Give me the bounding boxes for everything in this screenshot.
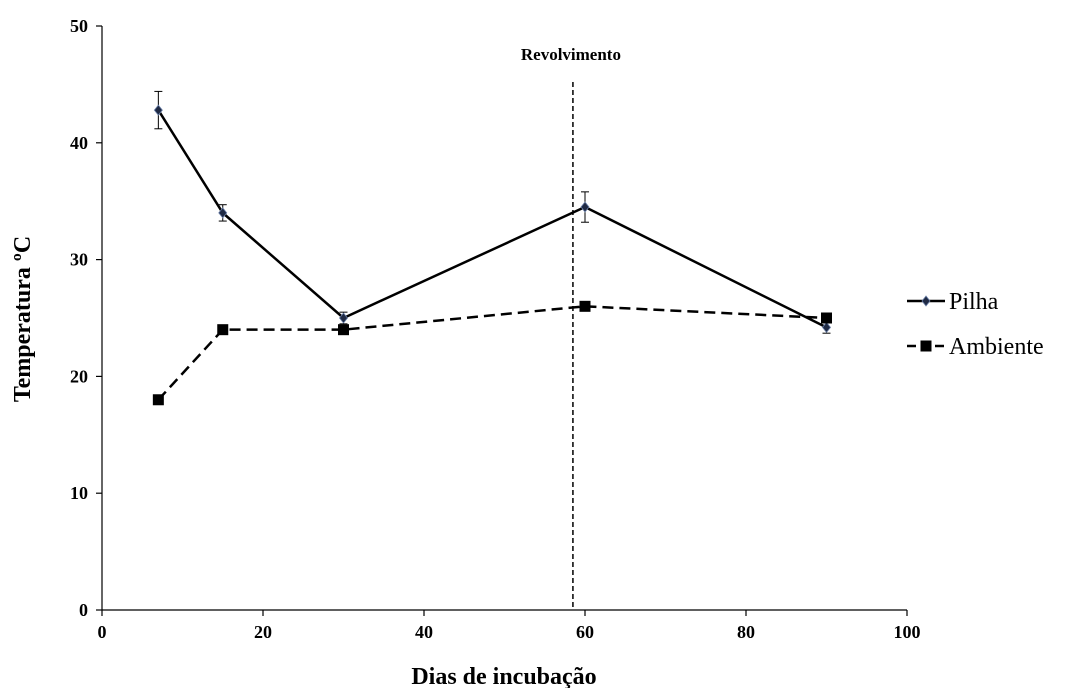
y-tick-label: 10 <box>70 483 88 503</box>
legend-marker <box>920 340 932 352</box>
series-layer <box>152 90 832 406</box>
y-tick-label: 30 <box>70 250 88 270</box>
data-point-pilha <box>580 201 590 213</box>
x-tick-label: 0 <box>98 622 107 642</box>
data-point-ambiente <box>338 324 349 336</box>
data-point-ambiente <box>821 312 832 324</box>
series-line-pilha <box>157 109 828 329</box>
y-tick-label: 50 <box>70 16 88 36</box>
x-tick-label: 20 <box>254 622 272 642</box>
legend-label: Ambiente <box>949 334 1044 360</box>
x-axis-title: Dias de incubação <box>411 664 596 688</box>
legend-item-ambiente: Ambiente <box>907 334 1044 360</box>
x-tick-label: 40 <box>415 622 433 642</box>
data-point-pilha <box>153 104 163 116</box>
y-axis-title: Temperatura ºC <box>10 236 36 402</box>
legend: Pilha Ambiente <box>907 289 1044 360</box>
series-pilha <box>153 90 832 334</box>
data-point-pilha <box>218 207 228 219</box>
legend-item-pilha: Pilha <box>907 289 999 315</box>
y-tick-label: 0 <box>79 600 88 620</box>
data-point-ambiente <box>152 394 164 406</box>
axes: 0 20 40 60 80 100 0 10 20 30 40 50 <box>70 16 921 642</box>
y-tick-label: 20 <box>70 366 88 386</box>
data-point-pilha <box>821 321 832 333</box>
data-point-ambiente <box>217 324 229 336</box>
series-line-ambiente <box>157 305 827 401</box>
x-tick-label: 100 <box>894 622 921 642</box>
legend-marker <box>921 295 931 307</box>
x-tick-label: 60 <box>576 622 594 642</box>
x-tick-label: 80 <box>737 622 755 642</box>
series-ambiente <box>152 300 832 406</box>
annotations: Revolvimento <box>521 45 621 610</box>
data-point-pilha <box>338 312 349 324</box>
legend-label: Pilha <box>949 289 999 315</box>
data-point-ambiente <box>579 300 591 312</box>
revolvimento-label: Revolvimento <box>521 45 621 64</box>
y-tick-label: 40 <box>70 133 88 153</box>
